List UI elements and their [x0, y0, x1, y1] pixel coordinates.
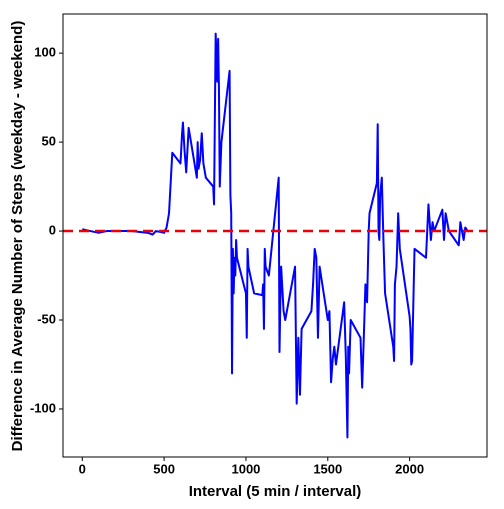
x-tick-label: 1000 — [231, 461, 260, 476]
x-tick-label: 1500 — [313, 461, 342, 476]
x-tick-label: 0 — [79, 461, 86, 476]
x-tick-label: 2000 — [395, 461, 424, 476]
x-tick-label: 500 — [153, 461, 175, 476]
y-tick-label: 50 — [42, 134, 56, 149]
y-tick-label: -50 — [37, 311, 56, 326]
y-tick-label: 100 — [34, 45, 56, 60]
panel-border — [62, 13, 488, 458]
y-axis-label: Difference in Average Number of Steps (w… — [9, 21, 26, 452]
line — [82, 32, 469, 439]
x-axis-label: Interval (5 min / interval) — [189, 483, 362, 500]
y-tick-label: 0 — [49, 222, 56, 237]
y-tick-label: -100 — [30, 400, 56, 415]
